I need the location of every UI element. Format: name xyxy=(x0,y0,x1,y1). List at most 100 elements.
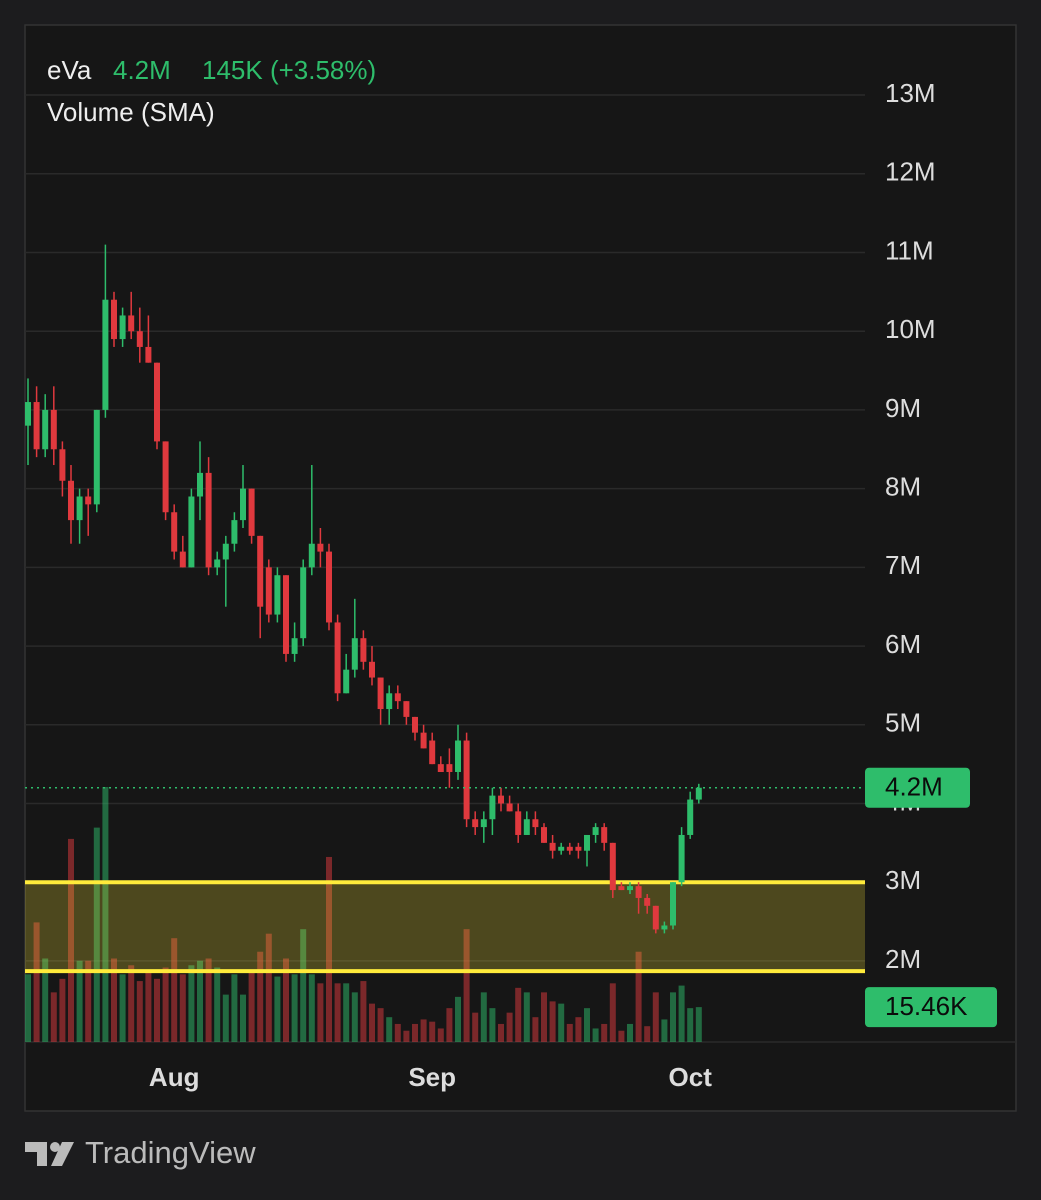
y-tick-label: 8M xyxy=(885,472,921,502)
candle-body xyxy=(369,661,375,678)
candle-body xyxy=(326,551,332,623)
volume-bar xyxy=(618,1030,625,1042)
brand-name: TradingView xyxy=(85,1135,256,1170)
volume-bar xyxy=(42,958,49,1042)
candle-body xyxy=(480,819,487,828)
y-tick-label: 5M xyxy=(885,708,921,738)
candle-body xyxy=(162,441,169,513)
volume-bar xyxy=(480,992,487,1042)
candle-body xyxy=(265,567,272,615)
volume-bar xyxy=(506,1012,513,1042)
volume-bar xyxy=(351,992,358,1042)
volume-bar xyxy=(179,974,186,1042)
volume-bar xyxy=(291,974,298,1042)
candle-body xyxy=(652,905,659,930)
volume-bar xyxy=(334,983,341,1042)
volume-bar xyxy=(558,1003,565,1042)
zone-fill xyxy=(25,882,865,972)
candle-body xyxy=(85,496,92,505)
candle-body xyxy=(412,716,418,733)
volume-bar xyxy=(609,983,616,1042)
candle-body xyxy=(584,834,590,851)
candle-body xyxy=(205,472,212,568)
volume-bar xyxy=(300,929,307,1042)
volume-bar xyxy=(145,969,152,1042)
candle-body xyxy=(515,811,522,835)
candle-body xyxy=(171,512,178,552)
volume-bar xyxy=(214,967,221,1042)
volume-bar xyxy=(360,981,367,1042)
candle-body xyxy=(188,496,195,568)
candle-body xyxy=(695,787,702,800)
candle-body xyxy=(119,315,126,340)
volume-bar xyxy=(317,983,324,1042)
volume-bar xyxy=(369,1003,375,1042)
candle-body xyxy=(111,299,117,340)
candle-body xyxy=(93,409,100,505)
candle-body xyxy=(575,846,582,851)
volume-bar xyxy=(472,1012,479,1042)
candle-body xyxy=(549,842,556,851)
y-tick-label: 7M xyxy=(885,550,921,580)
candle-body xyxy=(136,331,143,347)
x-tick-label: Sep xyxy=(408,1062,456,1092)
volume-bar xyxy=(240,994,246,1042)
candle-body xyxy=(257,535,264,607)
volume-bar xyxy=(377,1008,384,1042)
volume-bar xyxy=(652,992,659,1042)
volume-bar xyxy=(257,951,264,1042)
volume-bar xyxy=(661,1019,668,1042)
candle-body xyxy=(300,567,307,639)
volume-bar xyxy=(695,1007,702,1042)
candle-body xyxy=(240,488,246,521)
candle-body xyxy=(274,575,281,615)
volume-bar xyxy=(687,1008,694,1042)
candle-body xyxy=(446,764,453,773)
y-tick-label: 13M xyxy=(885,78,936,108)
candle-body xyxy=(42,409,49,450)
candle-body xyxy=(334,622,341,694)
volume-bar xyxy=(498,1023,504,1042)
volume-bar xyxy=(25,974,31,1042)
volume-bar xyxy=(188,965,195,1042)
volume-bar xyxy=(532,1017,539,1042)
volume-bar xyxy=(283,958,289,1042)
volume-bar xyxy=(394,1023,401,1042)
volume-bar xyxy=(59,978,66,1042)
volume-bar xyxy=(463,929,470,1042)
brand-logo xyxy=(25,1142,74,1166)
candle-body xyxy=(644,897,651,906)
candle-body xyxy=(50,409,57,450)
candle-body xyxy=(308,543,315,568)
volume-bar xyxy=(386,1017,393,1042)
candle-body xyxy=(222,543,229,560)
candle-body xyxy=(506,803,513,812)
y-tick-label: 11M xyxy=(885,235,934,265)
volume-bar xyxy=(343,983,350,1042)
candle-body xyxy=(420,732,427,749)
volume-bar xyxy=(592,1028,599,1042)
volume-bar xyxy=(50,992,57,1042)
candle-body xyxy=(179,551,186,568)
volume-bar xyxy=(523,992,530,1042)
candle-body xyxy=(386,693,393,710)
candle-body xyxy=(317,543,324,552)
y-tick-label: 2M xyxy=(885,944,921,974)
volume-bar xyxy=(412,1023,418,1042)
volume-bar xyxy=(33,922,40,1042)
volume-bar xyxy=(635,951,642,1042)
last-price-label: 4.2M xyxy=(885,772,943,802)
volume-bar xyxy=(128,965,135,1042)
volume-bar xyxy=(549,1001,556,1042)
volume-bar xyxy=(515,987,522,1042)
candle-body xyxy=(472,819,479,828)
volume-bar xyxy=(644,1026,651,1042)
volume-bar xyxy=(420,1019,427,1042)
volume-bar xyxy=(162,967,169,1042)
header-change: 145K (+3.58%) xyxy=(202,55,376,85)
volume-bar xyxy=(119,974,126,1042)
candle-body xyxy=(463,740,470,820)
candle-body xyxy=(455,740,461,773)
